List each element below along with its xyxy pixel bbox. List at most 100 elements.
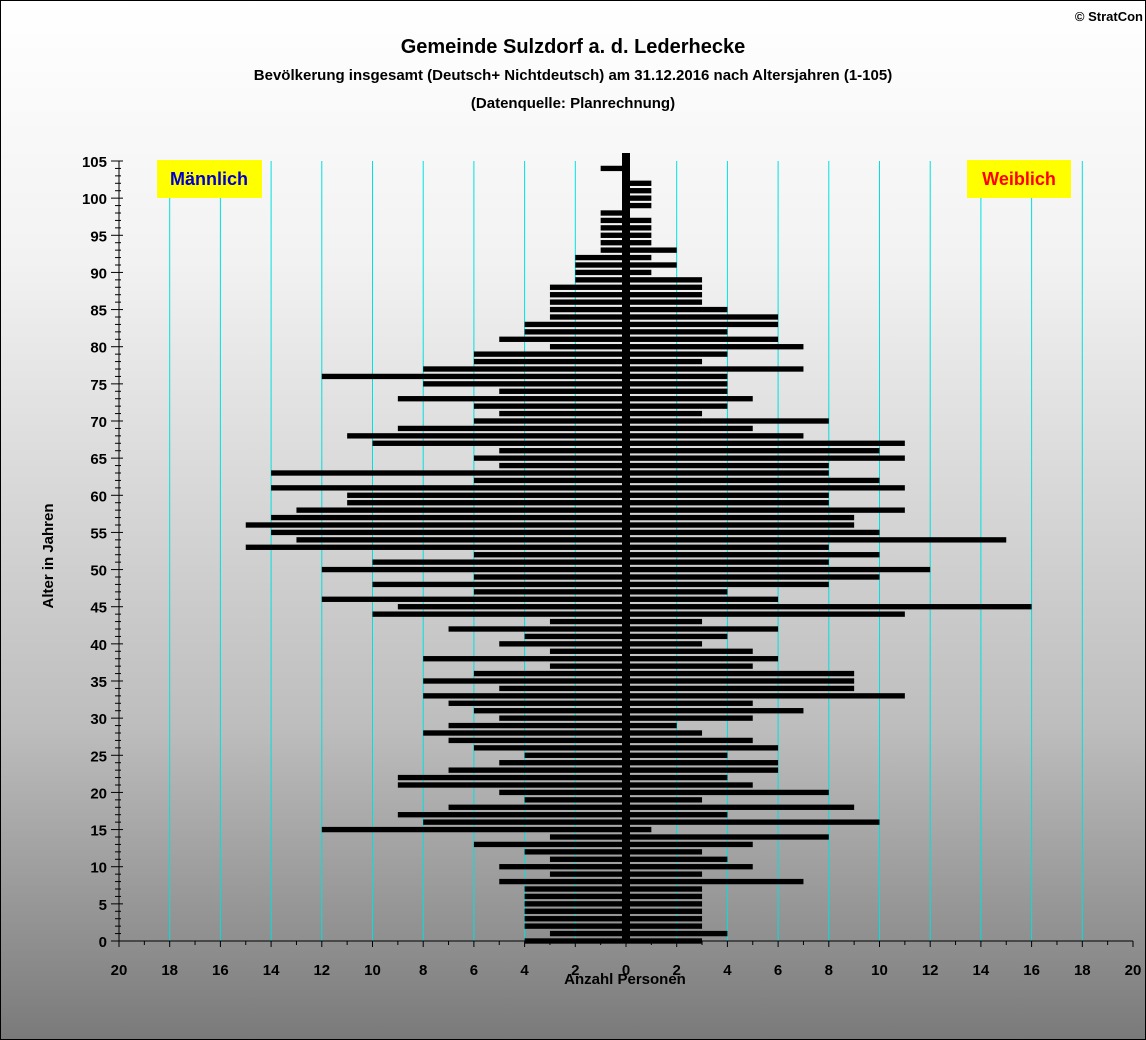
bar-male	[271, 529, 626, 536]
bar-female	[626, 685, 855, 692]
bar-female	[626, 232, 652, 238]
bar-male	[499, 641, 626, 647]
bar-male	[271, 470, 626, 476]
bar-female	[626, 410, 703, 417]
bar-male	[524, 893, 626, 900]
bar-male	[372, 581, 626, 588]
bar-female	[626, 923, 703, 929]
bar-male	[397, 425, 626, 432]
bar-male	[448, 767, 626, 773]
legend-male-bg	[157, 160, 262, 198]
bar-male	[524, 849, 626, 855]
y-tick-label: 85	[90, 303, 107, 320]
bar-female	[626, 670, 855, 677]
bar-female	[626, 559, 829, 565]
x-tick-label: 10	[871, 962, 888, 979]
bar-female	[626, 321, 779, 328]
bar-male	[448, 700, 626, 706]
bar-male	[423, 366, 626, 372]
bar-male	[271, 514, 626, 521]
bar-female	[626, 737, 753, 744]
bar-female	[626, 314, 779, 320]
y-tick-label: 50	[90, 563, 107, 580]
x-tick-label: 6	[774, 962, 782, 979]
bar-male	[549, 834, 626, 840]
bar-male	[499, 864, 626, 870]
bar-female	[626, 514, 855, 521]
bar-female	[626, 262, 677, 268]
bar-male	[499, 760, 626, 766]
bar-female	[626, 804, 855, 810]
bar-female	[626, 745, 779, 751]
bar-female	[626, 812, 728, 818]
bar-female	[626, 856, 728, 862]
bar-female	[626, 633, 728, 640]
x-tick-label: 8	[825, 962, 833, 979]
bar-male	[321, 826, 626, 833]
legend-male-label: Männlich	[170, 169, 248, 189]
bar-female	[626, 708, 804, 714]
bar-male	[347, 500, 626, 506]
bar-female	[626, 774, 728, 781]
legend-female: Weiblich	[967, 160, 1071, 198]
bar-male	[473, 351, 626, 357]
bar-female	[626, 678, 855, 684]
y-tick-label: 70	[90, 414, 107, 431]
bar-male	[524, 752, 626, 758]
x-tick-label: 10	[364, 962, 381, 979]
bar-male	[549, 306, 626, 313]
y-tick-label: 30	[90, 711, 107, 728]
y-tick-label: 105	[82, 154, 107, 171]
bar-female	[626, 336, 779, 342]
bar-male	[549, 314, 626, 320]
bar-female	[626, 351, 728, 357]
bar-female	[626, 611, 905, 617]
bar-female	[626, 715, 753, 721]
bar-male	[549, 299, 626, 305]
bar-female	[626, 462, 829, 469]
legend-female-bg	[967, 160, 1071, 198]
bar-male	[600, 240, 626, 246]
bar-male	[499, 789, 626, 796]
bar-male	[245, 522, 626, 528]
bars	[245, 165, 1032, 944]
bar-female	[626, 574, 880, 580]
bar-male	[473, 403, 626, 409]
bar-female	[626, 306, 728, 313]
bar-male	[423, 656, 626, 662]
bar-male	[397, 396, 626, 402]
bar-male	[524, 329, 626, 335]
x-tick-label: 18	[1074, 962, 1091, 979]
x-tick-label: 16	[212, 962, 229, 979]
bar-female	[626, 358, 703, 365]
bar-male	[524, 797, 626, 803]
bar-male	[372, 611, 626, 617]
bar-male	[448, 737, 626, 744]
y-tick-label: 100	[82, 191, 107, 208]
center-axis	[622, 153, 630, 941]
bar-female	[626, 663, 753, 669]
bar-male	[600, 217, 626, 224]
bar-male	[549, 930, 626, 937]
bar-female	[626, 878, 804, 885]
x-tick-label: 16	[1023, 962, 1040, 979]
bar-male	[524, 923, 626, 929]
bar-female	[626, 448, 880, 454]
bar-female	[626, 544, 829, 550]
bar-female	[626, 344, 804, 350]
bar-female	[626, 841, 753, 848]
bar-male	[549, 284, 626, 290]
bar-male	[473, 455, 626, 461]
bar-female	[626, 901, 703, 907]
bar-female	[626, 470, 829, 476]
bar-male	[473, 358, 626, 365]
bar-male	[499, 715, 626, 721]
y-tick-label: 75	[90, 377, 107, 394]
bar-male	[448, 626, 626, 632]
bar-male	[271, 485, 626, 491]
bar-male	[347, 433, 626, 439]
chart-subtitle: Bevölkerung insgesamt (Deutsch+ Nichtdeu…	[254, 67, 892, 84]
bar-female	[626, 292, 703, 298]
